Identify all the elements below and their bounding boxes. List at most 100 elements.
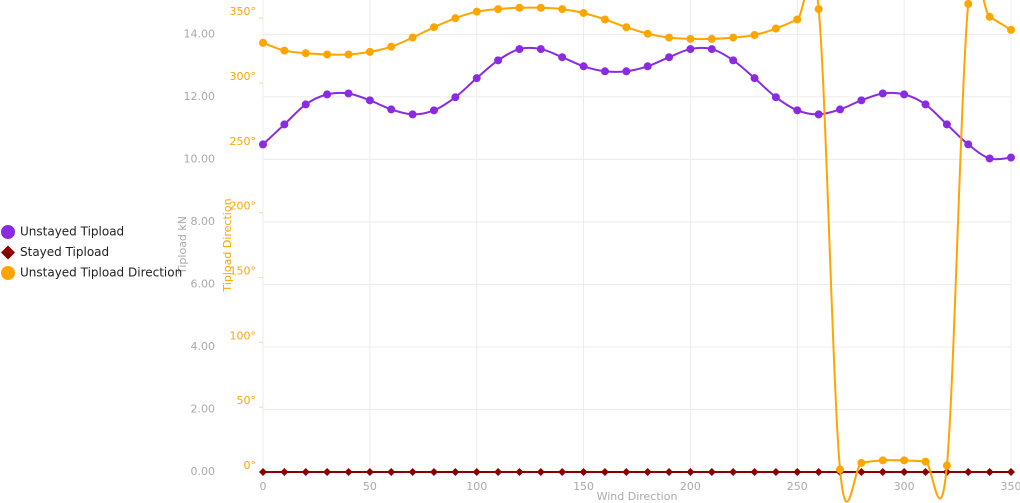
marker <box>921 457 930 466</box>
marker <box>1007 153 1015 162</box>
marker <box>408 110 417 119</box>
x-tick-label: 0 <box>260 480 267 493</box>
marker <box>814 5 823 14</box>
marker <box>878 468 887 476</box>
marker <box>301 49 310 58</box>
marker <box>429 106 438 115</box>
marker <box>1007 468 1015 476</box>
marker <box>878 89 887 98</box>
marker <box>643 29 652 38</box>
marker <box>259 140 267 149</box>
marker <box>942 461 951 470</box>
legend-marker <box>1 225 15 239</box>
legend-label: Unstayed Tipload <box>20 225 124 239</box>
marker <box>900 90 909 99</box>
marker <box>665 53 674 62</box>
marker <box>985 12 994 21</box>
marker <box>600 67 609 76</box>
marker <box>836 105 845 114</box>
marker <box>387 468 396 476</box>
marker <box>451 468 460 476</box>
marker <box>323 90 332 99</box>
marker <box>771 468 780 476</box>
marker <box>686 468 695 476</box>
marker <box>857 458 866 467</box>
marker <box>793 106 802 115</box>
marker <box>494 56 503 65</box>
marker <box>707 468 716 476</box>
marker <box>814 468 823 476</box>
marker <box>344 468 353 476</box>
marker <box>558 5 567 14</box>
marker <box>536 45 545 54</box>
marker <box>921 468 930 476</box>
marker <box>344 50 353 59</box>
marker <box>536 3 545 12</box>
marker <box>707 45 716 54</box>
marker <box>451 93 460 102</box>
marker <box>750 74 759 83</box>
marker <box>387 105 396 114</box>
marker <box>365 468 374 476</box>
x-tick-label: 50 <box>363 480 377 493</box>
marker <box>408 468 417 476</box>
marker <box>365 96 374 105</box>
marker <box>579 468 588 476</box>
grid <box>262 0 1012 473</box>
marker <box>985 468 994 476</box>
marker <box>536 468 545 476</box>
marker <box>964 0 973 8</box>
marker <box>600 15 609 24</box>
marker <box>387 42 396 51</box>
marker <box>750 468 759 476</box>
marker <box>707 34 716 43</box>
marker <box>900 456 909 465</box>
marker <box>665 33 674 42</box>
marker <box>793 15 802 24</box>
marker <box>771 93 780 102</box>
y-tick-label: 10.00 <box>184 152 216 165</box>
y-axis-title: Tipload kN <box>176 216 189 275</box>
marker <box>259 38 267 47</box>
marker <box>323 50 332 59</box>
y2-axis-title: Tipload Direction <box>221 198 234 292</box>
marker <box>686 45 695 54</box>
marker <box>836 465 845 474</box>
marker <box>323 468 332 476</box>
y-tick-label: 14.00 <box>184 27 216 40</box>
marker <box>1007 25 1015 34</box>
marker <box>857 468 866 476</box>
marker <box>622 468 631 476</box>
marker <box>515 3 524 12</box>
marker <box>451 14 460 23</box>
marker <box>622 23 631 32</box>
x-tick-label: 300 <box>894 480 915 493</box>
series-line <box>262 0 1012 503</box>
marker <box>515 45 524 54</box>
marker <box>771 24 780 33</box>
marker <box>429 468 438 476</box>
marker <box>900 468 909 476</box>
marker <box>643 62 652 71</box>
marker <box>280 120 289 129</box>
y2-tick-label: 0° <box>244 459 257 472</box>
x-tick-label: 350 <box>1001 480 1020 493</box>
x-tick-label: 250 <box>787 480 808 493</box>
marker <box>921 100 930 109</box>
y-tick-label: 12.00 <box>184 90 216 103</box>
y2-tick-label: 300° <box>230 70 257 83</box>
y2-tick-label: 350° <box>230 5 257 18</box>
x-tick-label: 200 <box>680 480 701 493</box>
legend-label: Unstayed Tipload Direction <box>20 266 182 280</box>
marker <box>301 468 310 476</box>
y-tick-label: 4.00 <box>191 340 216 353</box>
y-tick-label: 2.00 <box>191 402 216 415</box>
marker <box>857 96 866 105</box>
marker <box>600 468 609 476</box>
marker <box>429 23 438 32</box>
marker <box>301 100 310 109</box>
y2-tick-label: 50° <box>237 394 257 407</box>
marker <box>515 468 524 476</box>
marker <box>259 468 267 476</box>
